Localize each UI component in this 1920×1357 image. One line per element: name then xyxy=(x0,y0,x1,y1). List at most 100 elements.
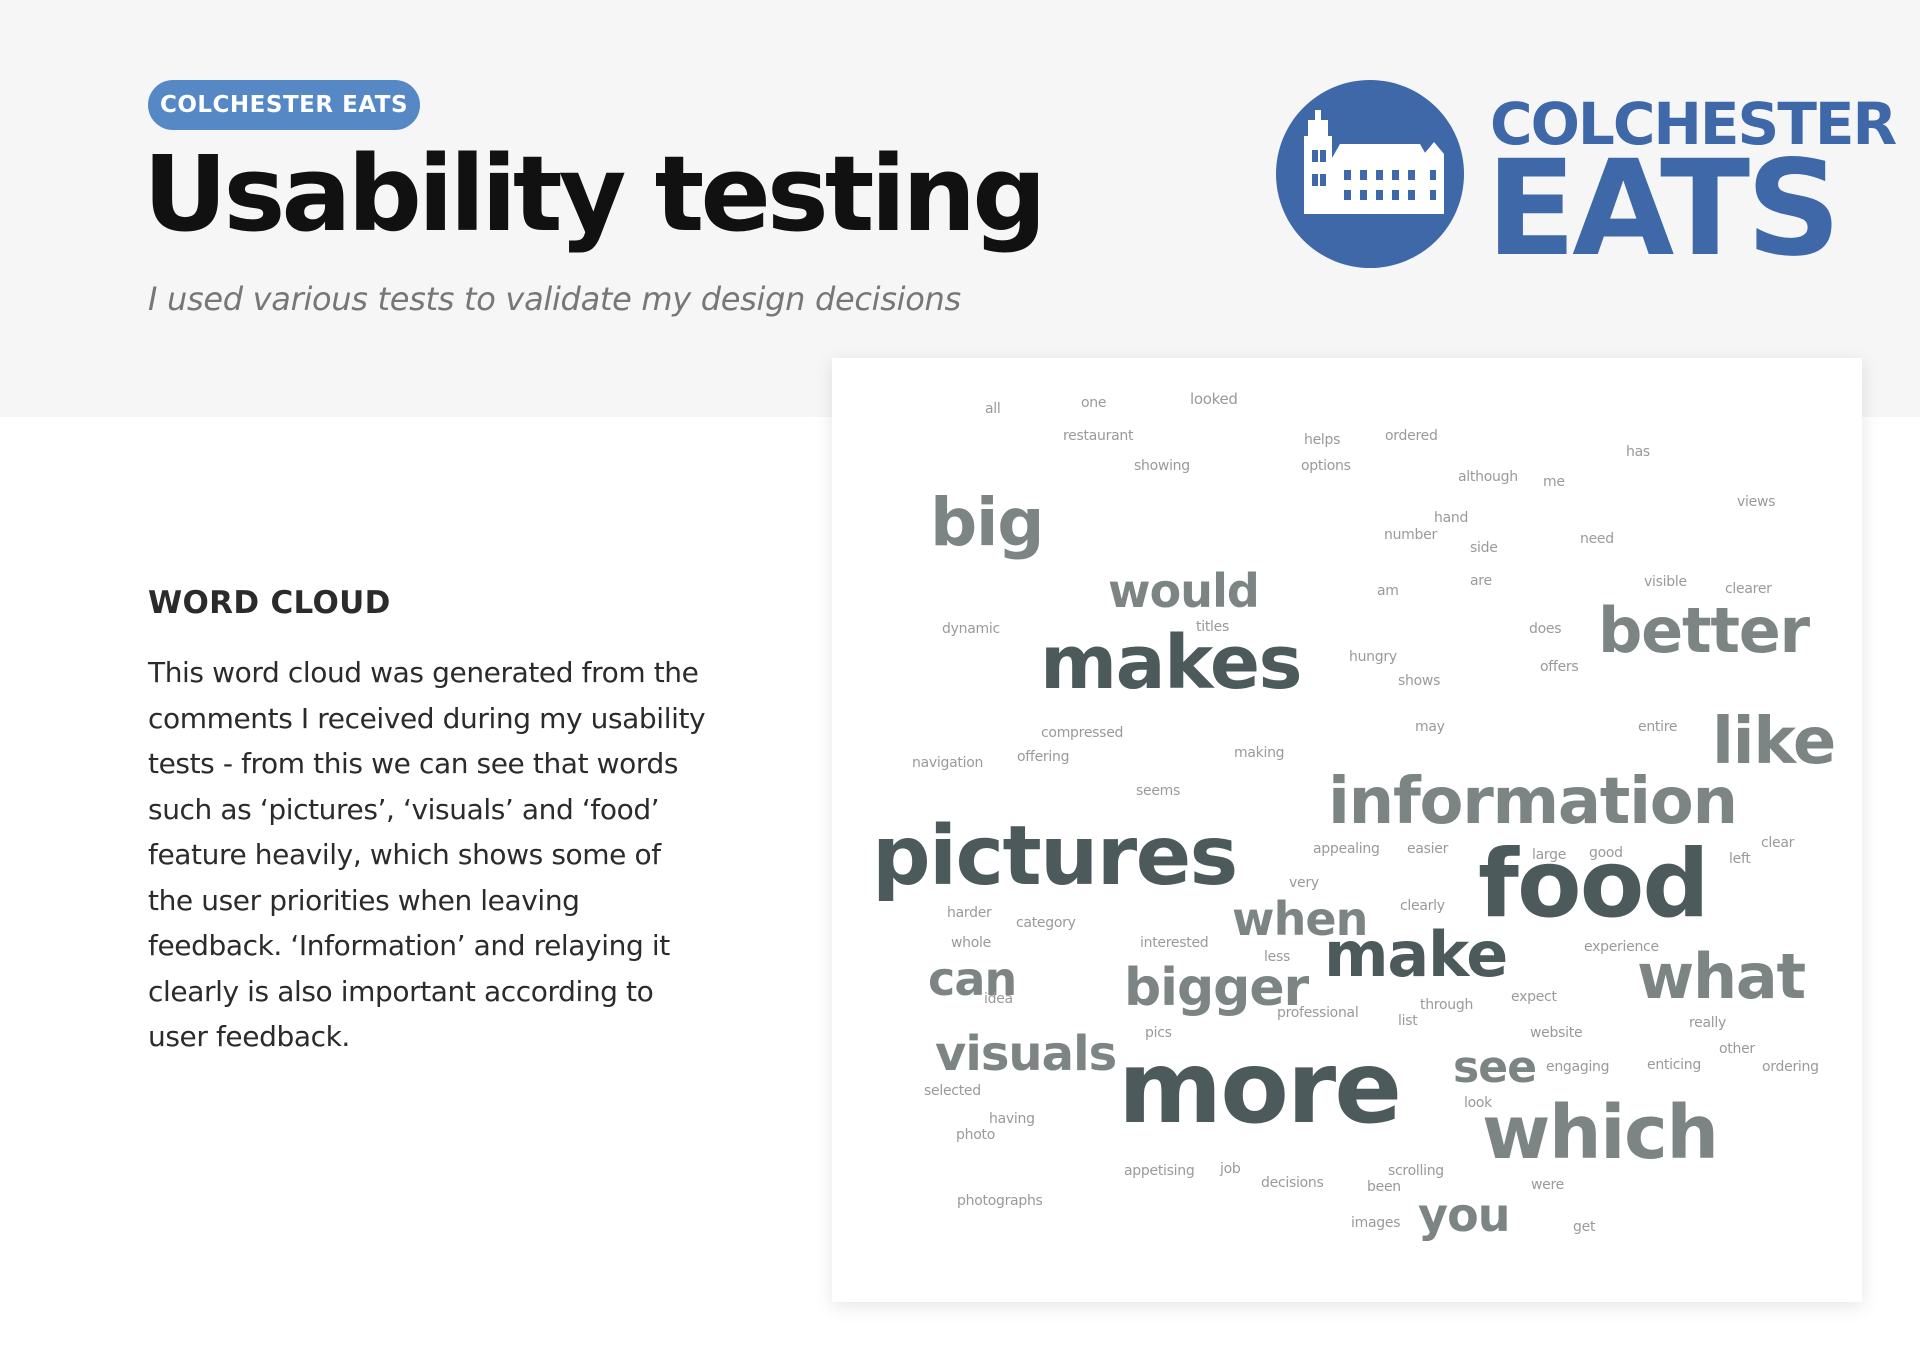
cloud-word-pictures: pictures xyxy=(872,809,1238,904)
cloud-word-what: what xyxy=(1637,940,1806,1013)
cloud-word-helps: helps xyxy=(1304,432,1341,448)
cloud-word-good: good xyxy=(1589,845,1623,861)
cloud-word-having: having xyxy=(989,1111,1035,1127)
colchester-eats-logo: COLCHESTER EATS xyxy=(1274,78,1897,278)
word-cloud-heading: WORD CLOUD xyxy=(148,585,391,621)
cloud-word-visuals: visuals xyxy=(935,1026,1117,1082)
page-subtitle: I used various tests to validate my desi… xyxy=(148,280,961,318)
cloud-word-selected: selected xyxy=(924,1083,981,1099)
logo-line-eats: EATS xyxy=(1486,132,1841,286)
word-cloud-description: This word cloud was generated from the c… xyxy=(148,656,706,1053)
cloud-word-left: left xyxy=(1729,851,1751,867)
cloud-word-views: views xyxy=(1737,494,1776,510)
cloud-word-shows: shows xyxy=(1398,673,1441,689)
cloud-word-titles: titles xyxy=(1196,619,1229,635)
cloud-word-like: like xyxy=(1712,705,1836,779)
cloud-word-interested: interested xyxy=(1140,935,1209,951)
cloud-word-dynamic: dynamic xyxy=(942,621,1000,637)
cloud-word-large: large xyxy=(1532,847,1567,863)
cloud-word-photographs: photographs xyxy=(957,1193,1043,1209)
cloud-word-appealing: appealing xyxy=(1313,841,1380,857)
cloud-word-would: would xyxy=(1108,564,1260,618)
cloud-word-make: make xyxy=(1324,918,1508,991)
cloud-word-experience: experience xyxy=(1584,939,1659,955)
cloud-word-ordering: ordering xyxy=(1762,1059,1819,1075)
cloud-word-clear: clear xyxy=(1761,835,1795,851)
cloud-word-showing: showing xyxy=(1134,458,1190,474)
cloud-word-bigger: bigger xyxy=(1124,958,1309,1018)
cloud-word-looked: looked xyxy=(1190,390,1238,408)
cloud-word-photo: photo xyxy=(956,1127,995,1143)
cloud-word-less: less xyxy=(1264,949,1290,965)
cloud-word-me: me xyxy=(1543,474,1565,490)
cloud-word-side: side xyxy=(1470,540,1498,556)
cloud-word-navigation: navigation xyxy=(912,755,984,771)
cloud-word-more: more xyxy=(1118,1029,1402,1146)
word-cloud-card: all one looked restaurant helps ordered showin… xyxy=(832,358,1862,1302)
cloud-word-food: food xyxy=(1478,830,1710,939)
cloud-word-making: making xyxy=(1234,745,1285,761)
cloud-word-all: all xyxy=(985,401,1001,417)
cloud-word-visible: visible xyxy=(1644,574,1687,590)
page-title: Usability testing xyxy=(143,133,1047,255)
header-band xyxy=(0,0,1920,417)
cloud-word-restaurant: restaurant xyxy=(1063,428,1134,444)
cloud-word-seems: seems xyxy=(1136,783,1181,799)
logo-line-colchester: COLCHESTER xyxy=(1490,90,1897,158)
cloud-word-really: really xyxy=(1689,1015,1727,1031)
cloud-word-expect: expect xyxy=(1511,989,1557,1005)
cloud-word-enticing: enticing xyxy=(1647,1057,1701,1073)
cloud-word-pics: pics xyxy=(1145,1025,1172,1041)
cloud-word-are: are xyxy=(1470,573,1492,589)
cloud-word-ordered: ordered xyxy=(1385,428,1438,444)
cloud-word-you: you xyxy=(1418,1188,1510,1242)
cloud-word-images: images xyxy=(1351,1215,1401,1231)
cloud-word-very: very xyxy=(1289,875,1319,891)
cloud-word-big: big xyxy=(930,484,1044,561)
cloud-word-number: number xyxy=(1384,527,1437,543)
cloud-word-need: need xyxy=(1580,531,1614,547)
brand-badge: COLCHESTER EATS xyxy=(148,80,420,130)
cloud-word-can: can xyxy=(928,952,1017,1006)
cloud-word-options: options xyxy=(1301,458,1351,474)
cloud-word-appetising: appetising xyxy=(1124,1163,1195,1179)
cloud-word-clearly: clearly xyxy=(1400,898,1445,914)
cloud-word-see: see xyxy=(1453,1042,1537,1093)
cloud-word-job: job xyxy=(1220,1161,1241,1177)
cloud-word-were: were xyxy=(1531,1177,1565,1193)
cloud-word-scrolling: scrolling xyxy=(1388,1163,1444,1179)
cloud-word-which: which xyxy=(1482,1090,1719,1176)
cloud-word-been: been xyxy=(1367,1179,1401,1195)
cloud-word-get: get xyxy=(1573,1219,1596,1235)
cloud-word-harder: harder xyxy=(947,905,992,921)
cloud-word-better: better xyxy=(1598,594,1810,667)
cloud-word-whole: whole xyxy=(951,935,991,951)
castle-icon xyxy=(1276,80,1464,268)
cloud-word-clearer: clearer xyxy=(1725,581,1772,597)
cloud-word-although: although xyxy=(1458,469,1518,485)
cloud-word-list: list xyxy=(1398,1013,1418,1029)
cloud-word-through: through xyxy=(1420,997,1474,1013)
cloud-word-decisions: decisions xyxy=(1261,1175,1324,1191)
cloud-word-makes: makes xyxy=(1040,620,1303,706)
cloud-word-hungry: hungry xyxy=(1349,649,1397,665)
cloud-word-am: am xyxy=(1377,583,1399,599)
cloud-word-easier: easier xyxy=(1407,841,1449,857)
cloud-word-offering: offering xyxy=(1017,749,1070,765)
cloud-word-look: look xyxy=(1464,1095,1493,1111)
cloud-word-offers: offers xyxy=(1540,659,1579,675)
cloud-word-website: website xyxy=(1530,1025,1583,1041)
cloud-word-has: has xyxy=(1626,444,1650,460)
cloud-word-information: information xyxy=(1328,765,1738,839)
cloud-word-does: does xyxy=(1529,621,1562,637)
cloud-word-engaging: engaging xyxy=(1546,1059,1610,1075)
cloud-word-other: other xyxy=(1719,1041,1755,1057)
cloud-word-one: one xyxy=(1081,395,1107,411)
cloud-word-compressed: compressed xyxy=(1041,725,1124,741)
cloud-word-when: when xyxy=(1232,892,1368,946)
cloud-word-entire: entire xyxy=(1638,719,1678,735)
cloud-word-hand: hand xyxy=(1434,510,1469,526)
cloud-word-idea: idea xyxy=(984,991,1013,1007)
cloud-word-category: category xyxy=(1016,915,1076,931)
cloud-word-professional: professional xyxy=(1277,1005,1359,1021)
